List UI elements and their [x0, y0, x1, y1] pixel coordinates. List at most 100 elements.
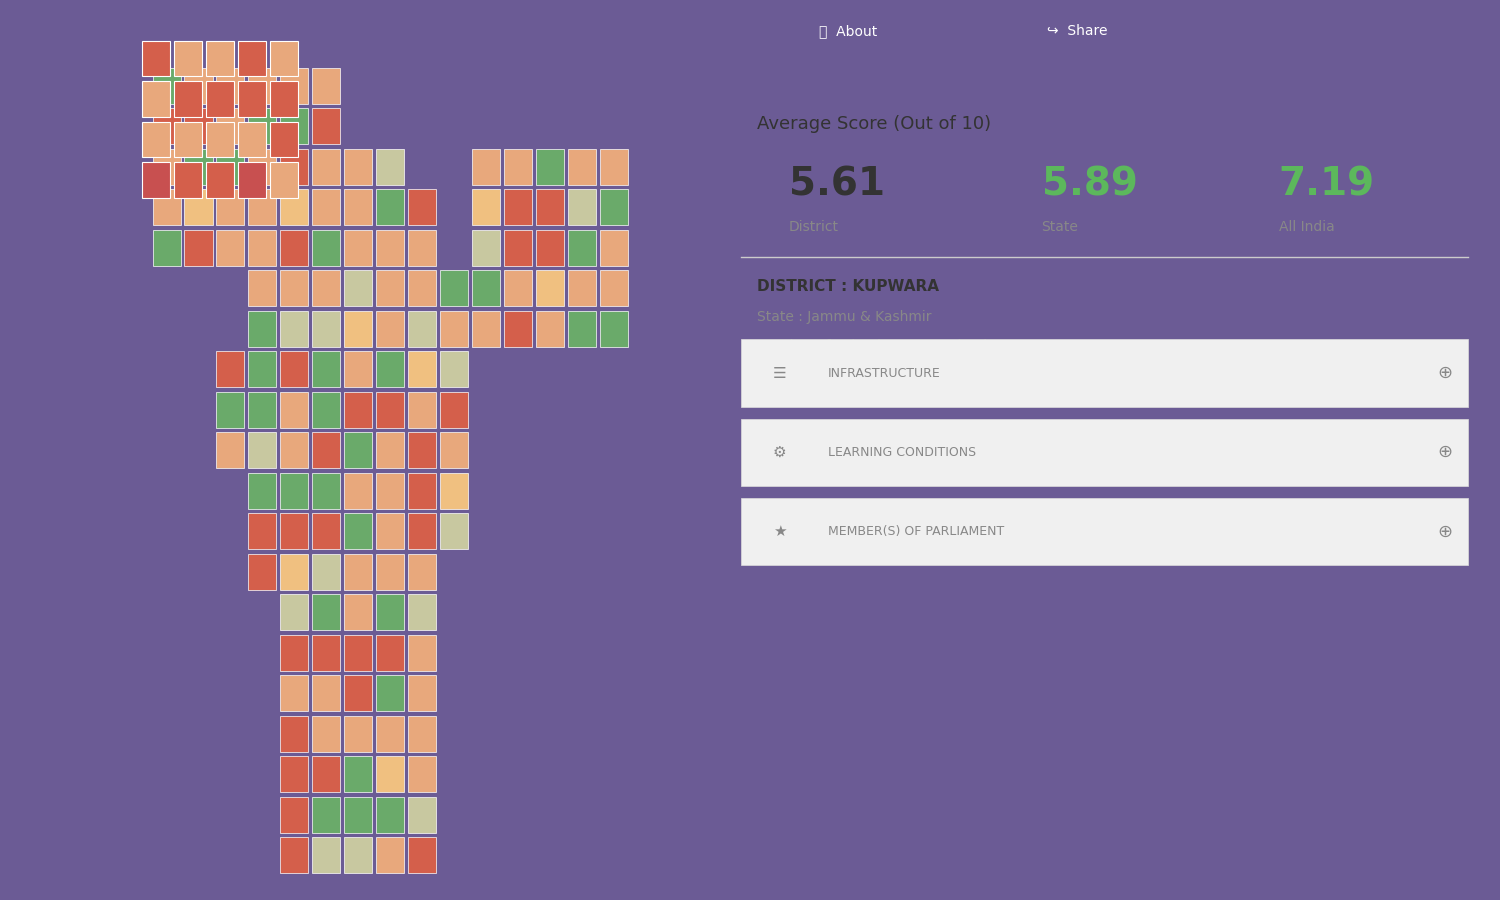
Bar	[344, 513, 372, 549]
Text: State: State	[1041, 220, 1078, 234]
Bar	[184, 148, 213, 184]
Bar	[536, 148, 564, 184]
Bar	[344, 270, 372, 306]
Bar	[153, 230, 180, 266]
Bar	[249, 351, 276, 387]
Bar	[600, 310, 627, 346]
Bar	[312, 756, 340, 792]
Bar	[472, 270, 500, 306]
Text: ⚙: ⚙	[772, 445, 786, 460]
Bar	[270, 40, 297, 76]
Bar	[440, 432, 468, 468]
Bar	[344, 796, 372, 832]
Bar	[408, 513, 436, 549]
Bar	[249, 68, 276, 104]
Bar	[344, 230, 372, 266]
Bar	[249, 392, 276, 428]
Bar	[280, 392, 309, 428]
Bar	[312, 230, 340, 266]
Bar	[312, 310, 340, 346]
FancyBboxPatch shape	[963, 0, 1191, 68]
Bar	[408, 230, 436, 266]
Bar	[376, 310, 404, 346]
Bar	[312, 68, 340, 104]
Bar	[504, 189, 532, 225]
Bar	[216, 68, 244, 104]
Bar	[312, 634, 340, 670]
Bar	[600, 230, 627, 266]
Text: 7.19: 7.19	[1278, 166, 1376, 203]
Bar	[312, 837, 340, 873]
Bar	[142, 122, 170, 158]
Bar	[600, 270, 627, 306]
Bar	[153, 189, 180, 225]
Bar	[376, 472, 404, 508]
Bar	[249, 554, 276, 590]
Bar	[408, 594, 436, 630]
Bar	[280, 796, 309, 832]
Text: ⊕: ⊕	[1437, 444, 1452, 461]
Bar	[408, 310, 436, 346]
Bar	[249, 230, 276, 266]
Bar	[376, 432, 404, 468]
FancyBboxPatch shape	[741, 498, 1468, 565]
Bar	[536, 189, 564, 225]
Bar	[472, 310, 500, 346]
Bar	[280, 189, 309, 225]
Bar	[280, 716, 309, 751]
Bar	[567, 230, 596, 266]
Bar	[344, 837, 372, 873]
Bar	[142, 162, 170, 198]
Bar	[206, 40, 234, 76]
Bar	[472, 230, 500, 266]
Bar	[376, 351, 404, 387]
Bar	[216, 432, 244, 468]
Bar	[408, 716, 436, 751]
Bar	[344, 554, 372, 590]
Text: ↪  Share: ↪ Share	[1047, 24, 1107, 39]
Text: District: District	[789, 220, 838, 234]
Bar	[174, 40, 202, 76]
Bar	[408, 351, 436, 387]
Bar	[408, 675, 436, 711]
Bar	[567, 148, 596, 184]
Bar	[440, 472, 468, 508]
Bar	[216, 148, 244, 184]
Bar	[408, 392, 436, 428]
Bar	[567, 270, 596, 306]
Bar	[408, 270, 436, 306]
Text: ⊕: ⊕	[1437, 364, 1452, 382]
Bar	[376, 716, 404, 751]
Bar	[206, 122, 234, 158]
Bar	[280, 837, 309, 873]
Text: INFRASTRUCTURE: INFRASTRUCTURE	[828, 366, 940, 380]
Bar	[206, 81, 234, 117]
Bar	[312, 351, 340, 387]
Bar	[440, 351, 468, 387]
Bar	[312, 108, 340, 144]
Bar	[249, 310, 276, 346]
Bar	[216, 189, 244, 225]
FancyBboxPatch shape	[741, 418, 1468, 486]
Bar	[280, 634, 309, 670]
Bar	[344, 634, 372, 670]
Bar	[249, 270, 276, 306]
Bar	[376, 634, 404, 670]
Bar	[153, 148, 180, 184]
Bar	[184, 230, 213, 266]
Text: Average Score (Out of 10): Average Score (Out of 10)	[758, 115, 992, 133]
Bar	[280, 351, 309, 387]
Bar	[249, 108, 276, 144]
Bar	[153, 108, 180, 144]
Bar	[408, 756, 436, 792]
Text: State : Jammu & Kashmir: State : Jammu & Kashmir	[758, 310, 932, 324]
Bar	[216, 108, 244, 144]
Bar	[280, 513, 309, 549]
FancyBboxPatch shape	[734, 0, 963, 68]
Bar	[408, 189, 436, 225]
Bar	[312, 716, 340, 751]
Bar	[280, 148, 309, 184]
Bar	[280, 230, 309, 266]
Bar	[184, 189, 213, 225]
Bar	[216, 351, 244, 387]
